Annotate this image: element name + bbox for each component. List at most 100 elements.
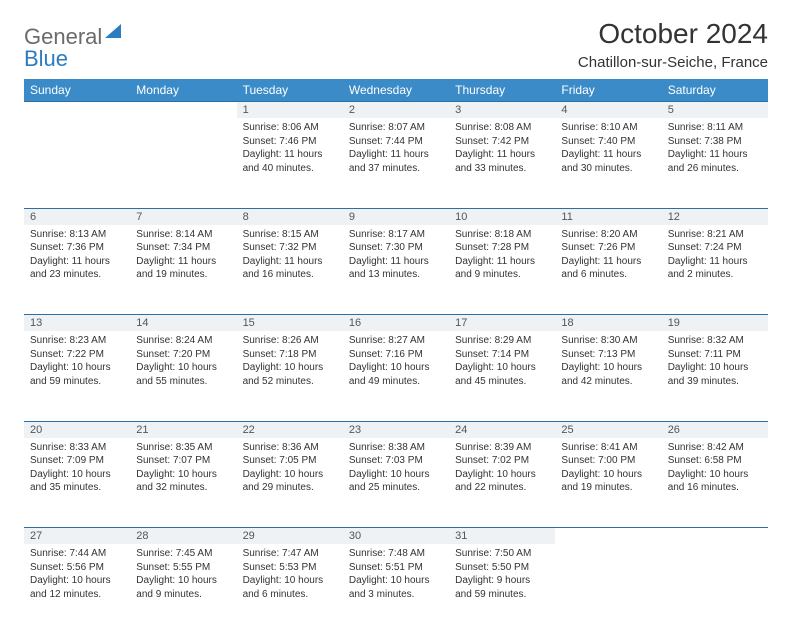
day-cell — [130, 118, 236, 208]
day-number: 25 — [555, 421, 661, 438]
sunset-text: Sunset: 7:38 PM — [668, 135, 762, 149]
day-cell: Sunrise: 8:24 AMSunset: 7:20 PMDaylight:… — [130, 331, 236, 421]
content-row: Sunrise: 7:44 AMSunset: 5:56 PMDaylight:… — [24, 544, 768, 634]
daylight-text: Daylight: 10 hours and 16 minutes. — [668, 468, 762, 495]
daylight-text: Daylight: 10 hours and 3 minutes. — [349, 574, 443, 601]
day-number: 6 — [24, 208, 130, 225]
day-number: 13 — [24, 315, 130, 332]
day-number: 8 — [237, 208, 343, 225]
sunrise-text: Sunrise: 8:13 AM — [30, 228, 124, 242]
daylight-text: Daylight: 10 hours and 39 minutes. — [668, 361, 762, 388]
day-number: 28 — [130, 528, 236, 545]
sunset-text: Sunset: 7:46 PM — [243, 135, 337, 149]
day-number: 10 — [449, 208, 555, 225]
daylight-text: Daylight: 10 hours and 59 minutes. — [30, 361, 124, 388]
sunrise-text: Sunrise: 8:27 AM — [349, 334, 443, 348]
sunset-text: Sunset: 7:30 PM — [349, 241, 443, 255]
daylight-text: Daylight: 10 hours and 32 minutes. — [136, 468, 230, 495]
sunrise-text: Sunrise: 7:44 AM — [30, 547, 124, 561]
sunrise-text: Sunrise: 8:29 AM — [455, 334, 549, 348]
day-number: 12 — [662, 208, 768, 225]
sunset-text: Sunset: 7:34 PM — [136, 241, 230, 255]
day-number: 19 — [662, 315, 768, 332]
daylight-text: Daylight: 11 hours and 19 minutes. — [136, 255, 230, 282]
day-number: 1 — [237, 102, 343, 119]
header: General October 2024 Chatillon-sur-Seich… — [24, 18, 768, 71]
day-number — [130, 102, 236, 119]
daylight-text: Daylight: 10 hours and 49 minutes. — [349, 361, 443, 388]
daylight-text: Daylight: 10 hours and 6 minutes. — [243, 574, 337, 601]
day-cell: Sunrise: 8:36 AMSunset: 7:05 PMDaylight:… — [237, 438, 343, 528]
daynum-row: 12345 — [24, 102, 768, 119]
sunset-text: Sunset: 5:53 PM — [243, 561, 337, 575]
content-row: Sunrise: 8:13 AMSunset: 7:36 PMDaylight:… — [24, 225, 768, 315]
day-cell: Sunrise: 8:30 AMSunset: 7:13 PMDaylight:… — [555, 331, 661, 421]
day-cell: Sunrise: 8:08 AMSunset: 7:42 PMDaylight:… — [449, 118, 555, 208]
sunrise-text: Sunrise: 8:24 AM — [136, 334, 230, 348]
daylight-text: Daylight: 10 hours and 9 minutes. — [136, 574, 230, 601]
daylight-text: Daylight: 10 hours and 45 minutes. — [455, 361, 549, 388]
day-cell: Sunrise: 8:35 AMSunset: 7:07 PMDaylight:… — [130, 438, 236, 528]
content-row: Sunrise: 8:06 AMSunset: 7:46 PMDaylight:… — [24, 118, 768, 208]
day-cell: Sunrise: 8:20 AMSunset: 7:26 PMDaylight:… — [555, 225, 661, 315]
daylight-text: Daylight: 10 hours and 35 minutes. — [30, 468, 124, 495]
sunset-text: Sunset: 7:16 PM — [349, 348, 443, 362]
logo-triangle-icon — [105, 24, 121, 38]
daylight-text: Daylight: 11 hours and 13 minutes. — [349, 255, 443, 282]
dayname: Sunday — [24, 79, 130, 102]
day-cell: Sunrise: 8:17 AMSunset: 7:30 PMDaylight:… — [343, 225, 449, 315]
sunrise-text: Sunrise: 8:39 AM — [455, 441, 549, 455]
daylight-text: Daylight: 11 hours and 16 minutes. — [243, 255, 337, 282]
daylight-text: Daylight: 11 hours and 40 minutes. — [243, 148, 337, 175]
dayname-row: Sunday Monday Tuesday Wednesday Thursday… — [24, 79, 768, 102]
day-number: 4 — [555, 102, 661, 119]
sunset-text: Sunset: 5:51 PM — [349, 561, 443, 575]
sunrise-text: Sunrise: 8:42 AM — [668, 441, 762, 455]
day-cell: Sunrise: 8:07 AMSunset: 7:44 PMDaylight:… — [343, 118, 449, 208]
sunset-text: Sunset: 7:02 PM — [455, 454, 549, 468]
title-block: October 2024 Chatillon-sur-Seiche, Franc… — [578, 18, 768, 71]
sunrise-text: Sunrise: 7:48 AM — [349, 547, 443, 561]
day-cell: Sunrise: 8:42 AMSunset: 6:58 PMDaylight:… — [662, 438, 768, 528]
day-cell: Sunrise: 8:11 AMSunset: 7:38 PMDaylight:… — [662, 118, 768, 208]
sunset-text: Sunset: 6:58 PM — [668, 454, 762, 468]
daylight-text: Daylight: 11 hours and 26 minutes. — [668, 148, 762, 175]
sunrise-text: Sunrise: 7:47 AM — [243, 547, 337, 561]
day-cell — [555, 544, 661, 634]
dayname: Friday — [555, 79, 661, 102]
sunset-text: Sunset: 5:56 PM — [30, 561, 124, 575]
sunset-text: Sunset: 7:26 PM — [561, 241, 655, 255]
daylight-text: Daylight: 11 hours and 9 minutes. — [455, 255, 549, 282]
daynum-row: 6789101112 — [24, 208, 768, 225]
daylight-text: Daylight: 10 hours and 12 minutes. — [30, 574, 124, 601]
day-cell: Sunrise: 8:38 AMSunset: 7:03 PMDaylight:… — [343, 438, 449, 528]
day-number: 15 — [237, 315, 343, 332]
day-cell: Sunrise: 8:21 AMSunset: 7:24 PMDaylight:… — [662, 225, 768, 315]
sunrise-text: Sunrise: 8:07 AM — [349, 121, 443, 135]
day-number: 29 — [237, 528, 343, 545]
content-row: Sunrise: 8:33 AMSunset: 7:09 PMDaylight:… — [24, 438, 768, 528]
sunset-text: Sunset: 7:11 PM — [668, 348, 762, 362]
day-number: 21 — [130, 421, 236, 438]
sunrise-text: Sunrise: 8:41 AM — [561, 441, 655, 455]
sunrise-text: Sunrise: 8:17 AM — [349, 228, 443, 242]
day-cell: Sunrise: 8:29 AMSunset: 7:14 PMDaylight:… — [449, 331, 555, 421]
sunset-text: Sunset: 7:22 PM — [30, 348, 124, 362]
sunrise-text: Sunrise: 8:15 AM — [243, 228, 337, 242]
logo-text-blue: Blue — [24, 46, 68, 72]
sunrise-text: Sunrise: 8:23 AM — [30, 334, 124, 348]
day-cell: Sunrise: 8:26 AMSunset: 7:18 PMDaylight:… — [237, 331, 343, 421]
daynum-row: 13141516171819 — [24, 315, 768, 332]
day-cell: Sunrise: 8:15 AMSunset: 7:32 PMDaylight:… — [237, 225, 343, 315]
day-cell: Sunrise: 8:33 AMSunset: 7:09 PMDaylight:… — [24, 438, 130, 528]
day-cell: Sunrise: 8:27 AMSunset: 7:16 PMDaylight:… — [343, 331, 449, 421]
day-number: 18 — [555, 315, 661, 332]
day-number: 2 — [343, 102, 449, 119]
day-cell: Sunrise: 8:10 AMSunset: 7:40 PMDaylight:… — [555, 118, 661, 208]
day-number: 22 — [237, 421, 343, 438]
day-number: 30 — [343, 528, 449, 545]
location: Chatillon-sur-Seiche, France — [578, 54, 768, 71]
sunrise-text: Sunrise: 8:20 AM — [561, 228, 655, 242]
sunset-text: Sunset: 7:09 PM — [30, 454, 124, 468]
daylight-text: Daylight: 10 hours and 25 minutes. — [349, 468, 443, 495]
